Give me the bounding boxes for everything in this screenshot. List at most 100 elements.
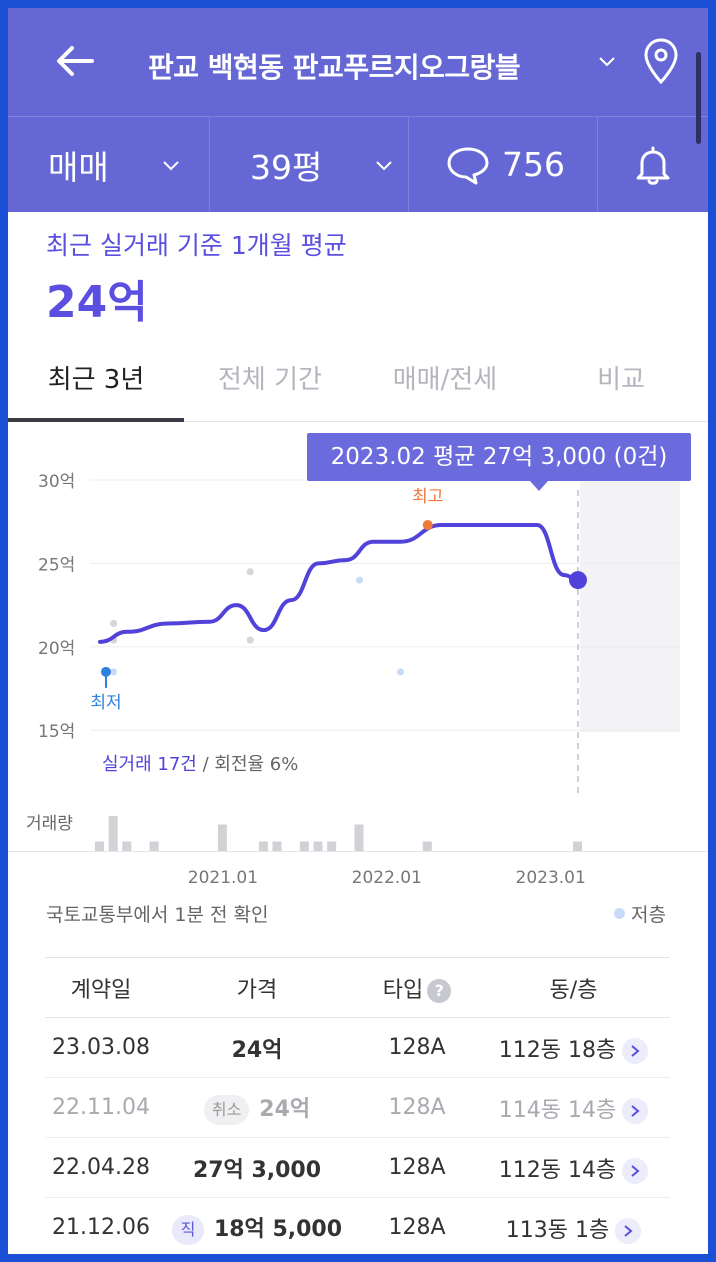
y-tick-label: 25억 [38, 555, 75, 575]
app-frame: 판교 백현동 판교푸르지오그랑블 매매 39평 [8, 8, 708, 1254]
comment-count: 756 [502, 145, 565, 184]
active-tab-indicator [8, 418, 184, 422]
volume-bar [300, 842, 309, 852]
high-label: 최고 [412, 487, 443, 507]
x-tick-label: 2021.01 [188, 868, 258, 888]
tab-all-period[interactable]: 전체 기간 [184, 358, 356, 422]
table-row[interactable]: 22.04.28 27억 3,000 128A 112동 14층 [45, 1138, 670, 1198]
deal-type: 128A [357, 1138, 477, 1198]
deal-type: 128A [357, 1078, 477, 1138]
header-date: 계약일 [45, 958, 157, 1018]
chart-tooltip: 2023.02 평균 27억 3,000 (0건) [307, 433, 691, 481]
comments-button[interactable]: 756 [446, 117, 596, 212]
deals-table: 계약일 가격 타입? 동/층 23.03.08 24억 128A 112동 18… [45, 957, 670, 1254]
current-price-dot [569, 571, 587, 589]
high-point [423, 520, 433, 530]
y-tick-label: 15억 [38, 722, 75, 742]
chevron-right-icon[interactable] [622, 1158, 648, 1184]
deal-price: 24억 [157, 1018, 357, 1078]
low-label: 최저 [90, 693, 121, 713]
table-row[interactable]: 21.12.06 직 18억 5,000 128A 113동 1층 [45, 1198, 670, 1255]
y-tick-label: 20억 [38, 639, 75, 659]
dong-floor-value: 112동 18층 [499, 1038, 616, 1063]
header-type: 타입? [357, 958, 477, 1018]
table-row[interactable]: 23.03.08 24억 128A 112동 18층 [45, 1018, 670, 1078]
deal-date: 23.03.08 [45, 1018, 157, 1078]
back-arrow-icon[interactable] [52, 38, 98, 84]
deal-count: 실거래 17건 [102, 754, 197, 775]
volume-bar [314, 842, 323, 852]
deal-type: 128A [357, 1018, 477, 1078]
size-value: 39평 [250, 141, 322, 189]
deal-dong-floor: 112동 18층 [477, 1018, 670, 1078]
deal-point [356, 577, 363, 584]
trade-type-select[interactable]: 매매 [48, 117, 208, 212]
tab-compare[interactable]: 비교 [534, 358, 708, 422]
help-icon[interactable]: ? [427, 979, 451, 1003]
chevron-right-icon[interactable] [622, 1038, 648, 1064]
volume-bar [273, 842, 282, 852]
deal-price-value: 24억 [259, 1097, 310, 1122]
volume-bar [423, 842, 432, 852]
volume-bar [95, 842, 104, 852]
legend-low-floor-label: 저층 [631, 900, 666, 927]
deal-point [247, 637, 254, 644]
deal-price: 직 18억 5,000 [157, 1198, 357, 1255]
header-type-label: 타입 [383, 978, 423, 1003]
deal-point [247, 568, 254, 575]
filter-row: 매매 39평 756 [8, 117, 708, 212]
chevron-down-icon[interactable] [596, 50, 618, 72]
location-pin-icon[interactable] [641, 36, 681, 88]
x-tick-label: 2022.01 [352, 868, 422, 888]
deal-point [110, 620, 117, 627]
deal-date: 21.12.06 [45, 1198, 157, 1255]
dong-floor-value: 112동 14층 [499, 1158, 616, 1183]
volume-bar [150, 842, 159, 852]
deal-point [397, 668, 404, 675]
deal-point [110, 668, 117, 675]
deal-date: 22.04.28 [45, 1138, 157, 1198]
deal-dong-floor: 114동 14층 [477, 1078, 670, 1138]
deal-dong-floor: 112동 14층 [477, 1138, 670, 1198]
chevron-down-icon [374, 155, 394, 175]
bell-icon [634, 144, 672, 186]
volume-bar [354, 825, 363, 852]
table-row[interactable]: 22.11.04 취소 24억 128A 114동 14층 [45, 1078, 670, 1138]
volume-bar [573, 842, 582, 852]
legend-dot [614, 908, 625, 919]
chevron-right-icon[interactable] [622, 1098, 648, 1124]
top-header: 판교 백현동 판교푸르지오그랑블 매매 39평 [8, 8, 708, 212]
volume-bar [109, 816, 118, 851]
average-price: 24억 [46, 266, 148, 330]
deal-type: 128A [357, 1198, 477, 1255]
x-tick-label: 2023.01 [516, 868, 586, 888]
deal-price-value: 24억 [232, 1038, 283, 1063]
complex-title[interactable]: 판교 백현동 판교푸르지오그랑블 [148, 46, 520, 86]
header-title-row: 판교 백현동 판교푸르지오그랑블 [8, 8, 708, 117]
divider [209, 117, 210, 212]
y-tick-label: 30억 [38, 472, 75, 492]
volume-bar [122, 842, 131, 852]
header-price: 가격 [157, 958, 357, 1018]
deal-price-value: 18억 5,000 [214, 1217, 342, 1242]
chevron-down-icon [161, 155, 181, 175]
source-note: 국토교통부에서 1분 전 확인 [46, 900, 269, 927]
deal-summary: 실거래 17건 / 회전율 6% [102, 754, 298, 775]
alert-button[interactable] [634, 117, 674, 212]
cancel-badge: 취소 [204, 1095, 249, 1125]
turnover-rate: / 회전율 6% [197, 754, 298, 775]
future-area [580, 480, 680, 732]
deal-dong-floor: 113동 1층 [477, 1198, 670, 1255]
deal-price: 27억 3,000 [157, 1138, 357, 1198]
direct-deal-badge: 직 [172, 1215, 204, 1245]
header-dong-floor: 동/층 [477, 958, 670, 1018]
chevron-right-icon[interactable] [615, 1218, 641, 1244]
tab-recent-3y[interactable]: 최근 3년 [8, 358, 184, 422]
average-label: 최근 실거래 기준 1개월 평균 [46, 226, 347, 262]
tab-sale-jeonse[interactable]: 매매/전세 [356, 358, 534, 422]
legend-low-floor: 저층 [614, 900, 666, 927]
dong-floor-value: 114동 14층 [499, 1098, 616, 1123]
tooltip-arrow [530, 481, 548, 491]
size-select[interactable]: 39평 [250, 117, 400, 212]
